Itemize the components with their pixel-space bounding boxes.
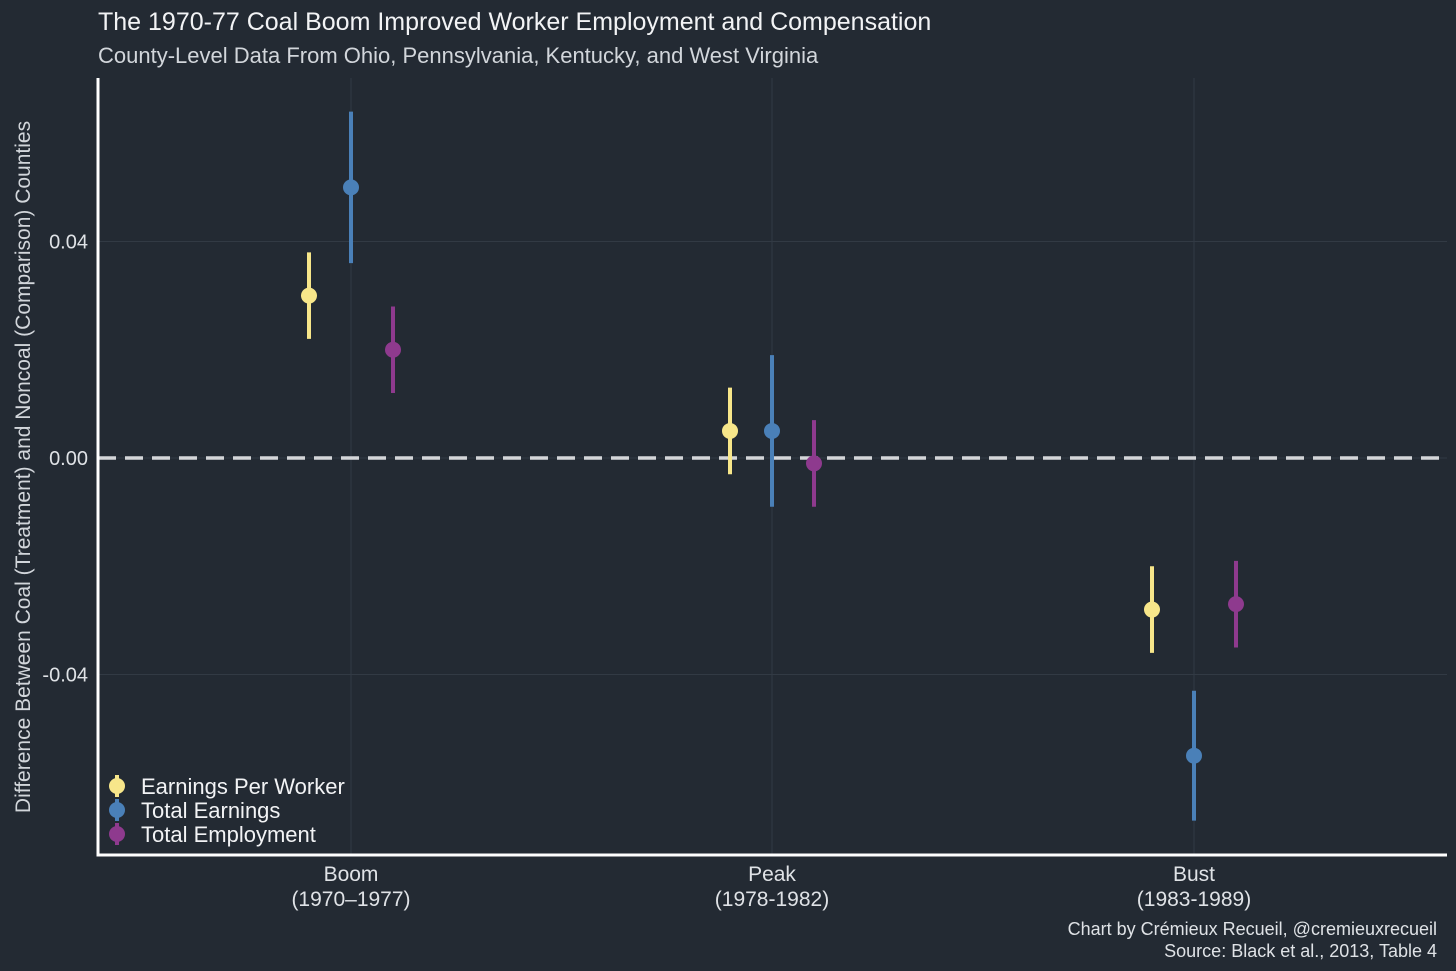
x-tick-label: Bust xyxy=(1173,863,1215,886)
x-tick-sublabel: (1978-1982) xyxy=(715,888,829,911)
chart-title: The 1970-77 Coal Boom Improved Worker Em… xyxy=(98,8,931,36)
data-point xyxy=(806,455,822,472)
data-marks xyxy=(301,111,1244,821)
y-tick-label: 0.00 xyxy=(49,448,88,470)
x-tick-label: Peak xyxy=(748,863,796,886)
caption-source: Source: Black et al., 2013, Table 4 xyxy=(1164,941,1437,961)
x-tick-label: Boom xyxy=(324,863,379,886)
caption-credit: Chart by Crémieux Recueil, @cremieuxrecu… xyxy=(1068,919,1437,939)
legend-key-point xyxy=(109,826,125,842)
axes xyxy=(96,78,1447,857)
legend-label: Total Earnings xyxy=(141,798,280,823)
data-point xyxy=(764,422,780,439)
y-tick-labels: -0.04 0.00 0.04 xyxy=(42,232,88,687)
legend-label: Total Employment xyxy=(141,822,316,847)
data-point xyxy=(1228,596,1244,613)
x-tick-labels: Boom(1970–1977) Peak(1978-1982) Bust(1983-… xyxy=(291,863,1251,911)
x-tick-sublabel: (1983-1989) xyxy=(1137,888,1251,911)
data-point xyxy=(722,422,738,439)
x-tick-sublabel: (1970–1977) xyxy=(291,888,410,911)
data-point xyxy=(301,287,317,304)
data-point xyxy=(385,341,401,358)
legend-label: Earnings Per Worker xyxy=(141,774,345,799)
data-point xyxy=(343,179,359,196)
y-tick-label: 0.04 xyxy=(49,232,88,254)
legend-key-point xyxy=(109,778,125,794)
y-tick-label: -0.04 xyxy=(42,665,88,687)
y-axis-label: Difference Between Coal (Treatment) and … xyxy=(12,121,35,813)
legend-key-point xyxy=(109,802,125,818)
data-point xyxy=(1144,601,1160,618)
chart-subtitle: County-Level Data From Ohio, Pennsylvani… xyxy=(98,43,819,68)
data-point xyxy=(1186,747,1202,764)
